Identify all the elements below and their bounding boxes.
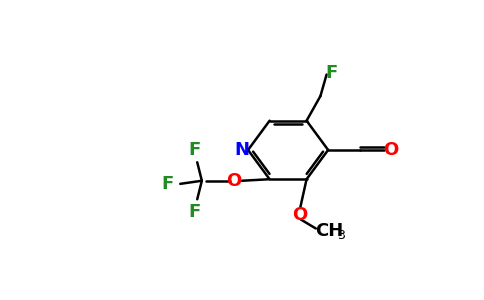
Text: O: O — [383, 141, 398, 159]
Text: CH: CH — [316, 222, 344, 240]
Text: N: N — [234, 141, 249, 159]
Text: O: O — [227, 172, 242, 190]
Text: F: F — [188, 202, 200, 220]
Text: F: F — [188, 141, 200, 159]
Text: 3: 3 — [337, 229, 345, 242]
Text: F: F — [326, 64, 338, 82]
Text: O: O — [292, 206, 307, 224]
Text: F: F — [162, 175, 174, 193]
